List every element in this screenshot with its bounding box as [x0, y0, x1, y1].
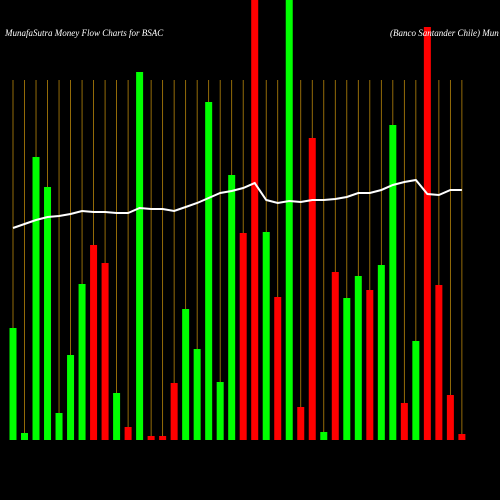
bar	[308, 138, 316, 440]
bar	[400, 403, 408, 440]
bar	[101, 263, 109, 440]
bar	[78, 284, 86, 440]
bar	[297, 407, 305, 440]
bar	[124, 427, 132, 440]
bar	[377, 265, 385, 440]
bar	[285, 0, 293, 440]
bar	[354, 276, 362, 440]
bar	[412, 341, 420, 440]
bar	[239, 233, 247, 440]
bar	[67, 355, 75, 440]
money-flow-line	[12, 178, 462, 229]
bar	[182, 309, 190, 440]
bar	[136, 72, 144, 440]
bar	[320, 432, 328, 440]
bar	[193, 349, 201, 440]
bar	[32, 157, 40, 440]
bar	[262, 232, 270, 440]
bar	[228, 175, 236, 440]
chart-subtitle: (Banco Santander Chile) Mun	[390, 28, 499, 38]
bar	[366, 290, 374, 440]
bar	[458, 434, 466, 440]
bar	[55, 413, 63, 440]
bar	[423, 27, 431, 440]
bar	[21, 433, 29, 440]
bar	[90, 245, 98, 440]
bar	[44, 187, 52, 440]
bar	[251, 0, 259, 440]
bar	[205, 102, 213, 440]
bar	[9, 328, 17, 440]
bar	[343, 298, 351, 440]
bar	[274, 297, 282, 440]
bar	[147, 436, 155, 440]
bar	[113, 393, 121, 440]
bar	[446, 395, 454, 440]
bar	[435, 285, 443, 440]
bar	[216, 382, 224, 440]
bar	[159, 436, 167, 440]
bar	[331, 272, 339, 440]
chart-title: MunafaSutra Money Flow Charts for BSAC	[4, 28, 164, 38]
bar	[389, 125, 397, 440]
bar	[170, 383, 178, 440]
